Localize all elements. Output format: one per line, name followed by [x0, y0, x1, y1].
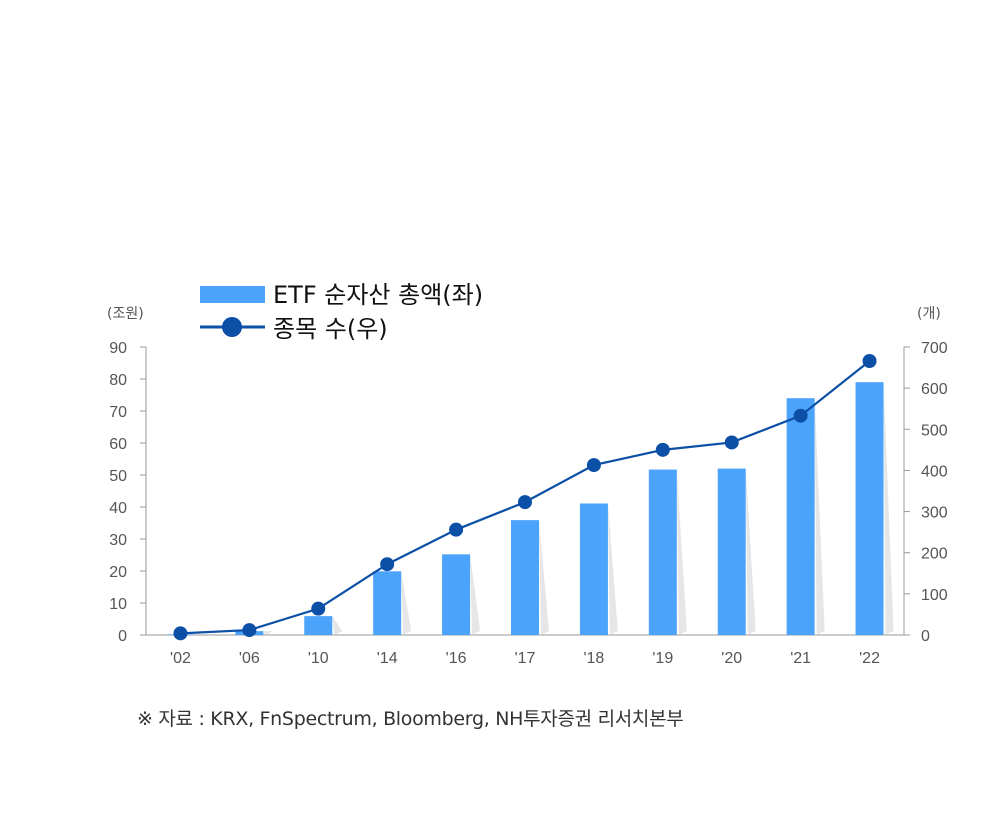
- series-point: [173, 626, 188, 641]
- y-right-tick-label: 700: [921, 340, 948, 357]
- y-left-tick-label: 40: [109, 500, 127, 517]
- bar-shadow: [883, 382, 894, 635]
- x-tick-label: '17: [515, 650, 536, 667]
- bar-shadow: [814, 398, 825, 635]
- series-point: [242, 623, 257, 638]
- series-point: [449, 522, 464, 537]
- legend-bar-swatch: [200, 286, 265, 303]
- series-point: [793, 408, 808, 423]
- bar-shadow: [539, 520, 549, 635]
- series-point: [518, 495, 532, 510]
- bar: [511, 520, 539, 635]
- legend: ETF 순자산 총액(좌) 종목 수(우): [200, 281, 483, 343]
- y-right-unit: (개): [917, 306, 941, 322]
- series-point: [862, 353, 877, 368]
- y-left-tick-label: 50: [109, 468, 127, 485]
- y-right-tick-label: 400: [921, 463, 948, 480]
- y-left-tick-label: 70: [109, 404, 127, 421]
- y-right-tick-label: 300: [921, 505, 948, 522]
- x-tick-label: '22: [859, 650, 880, 667]
- bar: [304, 616, 333, 635]
- bar-shadow: [607, 503, 618, 635]
- bar: [579, 503, 608, 635]
- y-right-tick-label: 0: [921, 628, 930, 645]
- x-tick-label: '21: [790, 650, 811, 667]
- source-note: ※ 자료 : KRX, FnSpectrum, Bloomberg, NH투자증…: [137, 708, 684, 730]
- bar: [786, 398, 815, 635]
- bar-shadow: [263, 631, 274, 635]
- x-tick-label: '16: [446, 650, 467, 667]
- bar-shadow: [401, 571, 412, 635]
- y-left-tick-label: 80: [109, 372, 127, 389]
- bar: [648, 469, 677, 635]
- series-point: [724, 435, 739, 450]
- bar-shadow: [332, 616, 343, 635]
- line-series: [173, 353, 877, 641]
- bar-shadow: [745, 468, 756, 635]
- bar: [717, 468, 746, 635]
- bar-shadow: [676, 469, 687, 635]
- x-tick-labels: '02 '06 '10 '14 '16 '17 '18 '19 '20 '21 '22: [170, 650, 880, 667]
- bar-shadow: [470, 554, 481, 635]
- y-left-tick-label: 60: [109, 436, 127, 453]
- y-left-tick-label: 0: [118, 628, 127, 645]
- x-tick-label: '14: [377, 650, 398, 667]
- bars: [166, 382, 884, 635]
- y-left-unit: (조원): [107, 306, 144, 322]
- bar: [855, 382, 884, 635]
- y-right-tick-labels: 0 100 200 300 400 500 600 700: [921, 340, 948, 645]
- y-right-tick-label: 500: [921, 422, 948, 439]
- y-left-tick-label: 10: [109, 596, 127, 613]
- y-right-tick-label: 200: [921, 546, 948, 563]
- x-tick-label: '20: [721, 650, 742, 667]
- series-point: [380, 557, 395, 572]
- y-right-tick-label: 600: [921, 381, 948, 398]
- y-left-tick-label: 90: [109, 340, 127, 357]
- y-right-tick-label: 100: [921, 587, 948, 604]
- bar: [442, 554, 471, 635]
- x-tick-label: '06: [239, 650, 260, 667]
- legend-line-label: 종목 수(우): [273, 315, 388, 343]
- legend-line-marker: [222, 317, 242, 337]
- y-left-tick-labels: 0 10 20 30 40 50 60 70 80 90: [109, 340, 127, 645]
- series-point: [311, 601, 326, 616]
- y-left-tick-label: 30: [109, 532, 127, 549]
- bar: [373, 571, 402, 635]
- series-point: [655, 442, 670, 457]
- x-tick-label: '10: [308, 650, 329, 667]
- bar-shadows: [194, 382, 894, 635]
- x-tick-label: '02: [170, 650, 191, 667]
- x-tick-label: '19: [652, 650, 673, 667]
- x-tick-label: '18: [583, 650, 604, 667]
- y-left-tick-label: 20: [109, 564, 127, 581]
- series-point: [586, 458, 601, 473]
- legend-bar-label: ETF 순자산 총액(좌): [273, 281, 483, 309]
